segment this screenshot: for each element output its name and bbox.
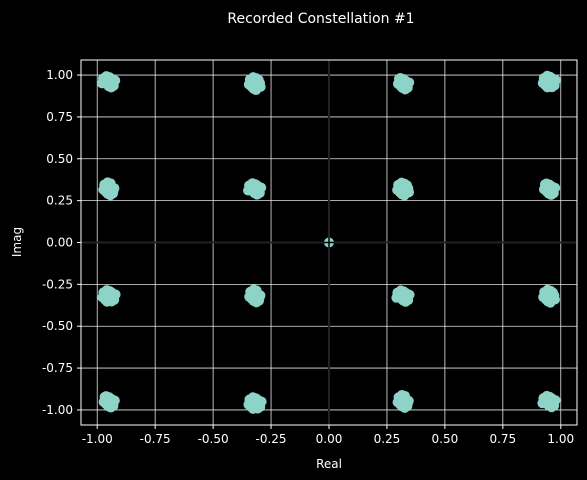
constellation-point (395, 73, 406, 84)
constellation-cluster (243, 178, 267, 200)
constellation-point (542, 70, 553, 81)
y-tick-label: -0.50 (42, 319, 73, 333)
x-tick-label: 0.75 (489, 432, 516, 446)
constellation-point (546, 402, 557, 413)
constellation-point (248, 284, 259, 295)
axis-ticks: -1.00 -0.75 -0.50 -0.25 0.00 0.25 0.50 0.75 1.00… (42, 68, 574, 446)
constellation-point (101, 71, 112, 82)
x-tick-label: 1.00 (547, 432, 574, 446)
constellation-point (247, 392, 258, 403)
y-tick-label: 0.75 (46, 110, 73, 124)
constellation-cluster (243, 392, 267, 414)
constellation-cluster (243, 72, 266, 96)
constellation-point (396, 389, 407, 400)
constellation-point (247, 178, 258, 189)
y-axis-label: Imag (10, 227, 24, 257)
constellation-cluster (392, 177, 414, 201)
constellation-cluster (538, 284, 560, 308)
y-tick-label: 1.00 (46, 68, 73, 82)
constellation-cluster (97, 285, 121, 307)
x-tick-label: -0.75 (140, 432, 171, 446)
constellation-cluster (244, 284, 266, 308)
x-tick-label: -1.00 (82, 432, 113, 446)
constellation-cluster (97, 71, 121, 93)
constellation-point (252, 403, 263, 414)
constellation-cluster (538, 178, 561, 200)
constellation-point (396, 177, 407, 188)
y-tick-label: 0.00 (46, 236, 73, 250)
x-tick-label: 0.25 (374, 432, 401, 446)
x-tick-label: -0.25 (256, 432, 287, 446)
constellation-point (541, 390, 552, 401)
y-tick-label: -0.75 (42, 361, 73, 375)
constellation-point (105, 402, 116, 413)
y-tick-label: 0.25 (46, 194, 73, 208)
constellation-cluster (98, 391, 120, 413)
x-tick-label: -0.50 (198, 432, 229, 446)
constellation-point (542, 284, 553, 295)
constellation-cluster (537, 70, 561, 93)
constellation-point (251, 297, 262, 308)
constellation-point (395, 285, 406, 296)
x-axis-label: Real (316, 457, 342, 471)
constellation-point (101, 285, 112, 296)
x-tick-label: 0.00 (316, 432, 343, 446)
constellation-point (545, 297, 556, 308)
constellation-point (248, 72, 259, 83)
constellation-point (102, 177, 113, 188)
constellation-point (106, 296, 117, 307)
constellation-point (400, 296, 411, 307)
constellation-point (106, 82, 117, 93)
constellation-point (399, 402, 410, 413)
chart-title: Recorded Constellation #1 (227, 11, 414, 27)
x-tick-label: 0.50 (432, 432, 459, 446)
constellation-point (546, 82, 557, 93)
constellation-point (400, 84, 411, 95)
constellation-cluster (537, 390, 561, 413)
y-tick-label: 0.50 (46, 152, 73, 166)
constellation-point (101, 391, 112, 402)
data-points (97, 70, 561, 414)
constellation-point (251, 85, 262, 96)
constellation-point (541, 178, 552, 189)
constellation-cluster (391, 285, 415, 307)
y-tick-label: -0.25 (42, 277, 73, 291)
constellation-point (105, 190, 116, 201)
constellation-cluster (98, 177, 120, 201)
constellation-point (546, 189, 557, 200)
constellation-cluster (392, 73, 415, 95)
constellation-point (399, 190, 410, 201)
constellation-point (252, 189, 263, 200)
y-tick-label: -1.00 (42, 403, 73, 417)
constellation-cluster (392, 389, 414, 413)
